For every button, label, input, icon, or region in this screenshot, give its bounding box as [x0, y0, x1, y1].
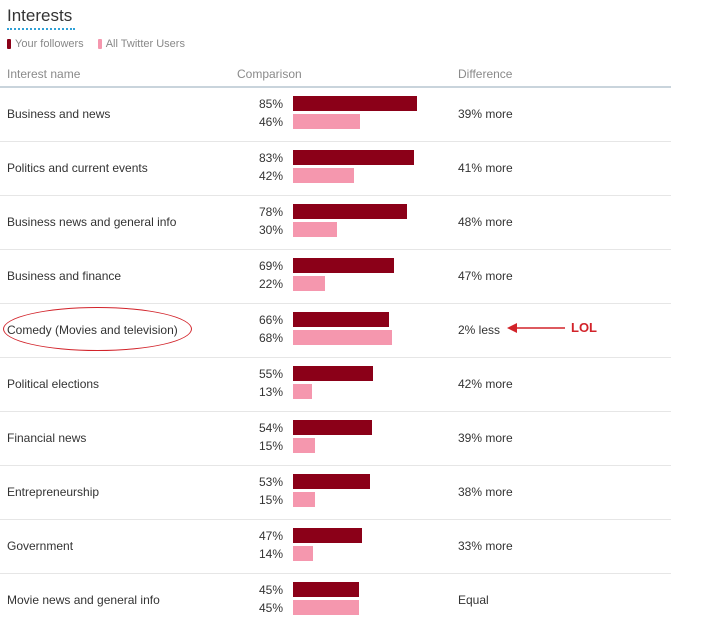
- difference-value: 38% more: [458, 485, 513, 499]
- all-users-bar: [293, 168, 354, 183]
- interest-name: Politics and current events: [7, 161, 148, 175]
- difference-value: 41% more: [458, 161, 513, 175]
- difference-value: 47% more: [458, 269, 513, 283]
- header-interest-name: Interest name: [7, 67, 81, 81]
- legend-swatch-all-users: [97, 39, 102, 49]
- followers-percent-label: 45%: [259, 583, 284, 597]
- all-users-bar: [293, 492, 315, 507]
- followers-bar: [293, 258, 394, 273]
- table-row: Entrepreneurship 53% 15% 38% more: [0, 466, 671, 520]
- followers-bar: [293, 150, 414, 165]
- followers-bar: [293, 96, 417, 111]
- difference-value: 39% more: [458, 431, 513, 445]
- interest-name: Political elections: [7, 377, 100, 391]
- all-users-bar: [293, 222, 337, 237]
- interest-name: Movie news and general info: [7, 593, 160, 607]
- followers-percent-label: 53%: [259, 475, 284, 489]
- followers-percent-label: 85%: [259, 97, 284, 111]
- table-row: Business and finance 69% 22% 47% more: [0, 250, 671, 304]
- table-row: Business news and general info 78% 30% 48% …: [0, 196, 671, 250]
- interest-name: Government: [7, 539, 74, 553]
- table-row: Financial news 54% 15% 39% more: [0, 412, 671, 466]
- difference-value: 48% more: [458, 215, 513, 229]
- all-users-percent-label: 15%: [259, 439, 284, 453]
- followers-bar: [293, 474, 370, 489]
- annotation-label: LOL: [571, 320, 597, 335]
- header-comparison: Comparison: [237, 67, 302, 81]
- legend-label-followers: Your followers: [15, 38, 84, 50]
- all-users-bar: [293, 276, 325, 291]
- title-underline: [7, 28, 75, 30]
- header-difference: Difference: [458, 67, 513, 81]
- all-users-percent-label: 45%: [259, 601, 284, 615]
- table-row: Movie news and general info 45% 45% Equal: [0, 574, 671, 627]
- all-users-bar: [293, 384, 312, 399]
- followers-bar: [293, 366, 373, 381]
- all-users-bar: [293, 114, 360, 129]
- followers-bar: [293, 204, 407, 219]
- all-users-percent-label: 22%: [259, 277, 284, 291]
- table-row: Business and news 85% 46% 39% more: [0, 88, 671, 142]
- difference-value: 39% more: [458, 107, 513, 121]
- followers-percent-label: 66%: [259, 313, 284, 327]
- all-users-percent-label: 30%: [259, 223, 284, 237]
- legend-item-all-users: All Twitter Users: [97, 38, 185, 50]
- all-users-percent-label: 15%: [259, 493, 284, 507]
- followers-bar: [293, 528, 362, 543]
- followers-bar: [293, 312, 389, 327]
- difference-value: 2% less: [458, 323, 501, 337]
- all-users-bar: [293, 438, 315, 453]
- followers-percent-label: 78%: [259, 205, 284, 219]
- interest-name: Business and finance: [7, 269, 122, 283]
- all-users-percent-label: 14%: [259, 547, 284, 561]
- all-users-bar: [293, 600, 359, 615]
- chart-title: Interests: [7, 6, 73, 25]
- followers-percent-label: 69%: [259, 259, 284, 273]
- interest-name: Entrepreneurship: [7, 485, 100, 499]
- all-users-percent-label: 46%: [259, 115, 284, 129]
- legend-swatch-followers: [7, 39, 11, 49]
- interest-name: Financial news: [7, 431, 87, 445]
- difference-value: Equal: [458, 593, 489, 607]
- followers-bar: [293, 420, 372, 435]
- legend: Your followers All Twitter Users: [7, 38, 185, 50]
- table-header: Interest name Comparison Difference: [0, 64, 671, 88]
- legend-item-followers: Your followers: [7, 38, 84, 50]
- annotation-ellipse: [3, 307, 192, 351]
- interest-name: Business news and general info: [7, 215, 177, 229]
- difference-value: 33% more: [458, 539, 513, 553]
- followers-bar: [293, 582, 359, 597]
- followers-percent-label: 47%: [259, 529, 284, 543]
- all-users-bar: [293, 546, 313, 561]
- annotation-arrow-icon: [507, 323, 565, 333]
- all-users-percent-label: 68%: [259, 331, 284, 345]
- difference-value: 42% more: [458, 377, 513, 391]
- followers-percent-label: 54%: [259, 421, 284, 435]
- all-users-bar: [293, 330, 392, 345]
- followers-percent-label: 83%: [259, 151, 284, 165]
- table-body: Business and news 85% 46% 39% more Politics …: [0, 88, 671, 627]
- legend-label-all-users: All Twitter Users: [105, 38, 185, 50]
- table-row: Government 47% 14% 33% more: [0, 520, 671, 574]
- table-row: Political elections 55% 13% 42% more: [0, 358, 671, 412]
- all-users-percent-label: 42%: [259, 169, 284, 183]
- all-users-percent-label: 13%: [259, 385, 284, 399]
- table-row: Politics and current events 83% 42% 41% mor…: [0, 142, 671, 196]
- followers-percent-label: 55%: [259, 367, 284, 381]
- interest-name: Business and news: [7, 107, 111, 121]
